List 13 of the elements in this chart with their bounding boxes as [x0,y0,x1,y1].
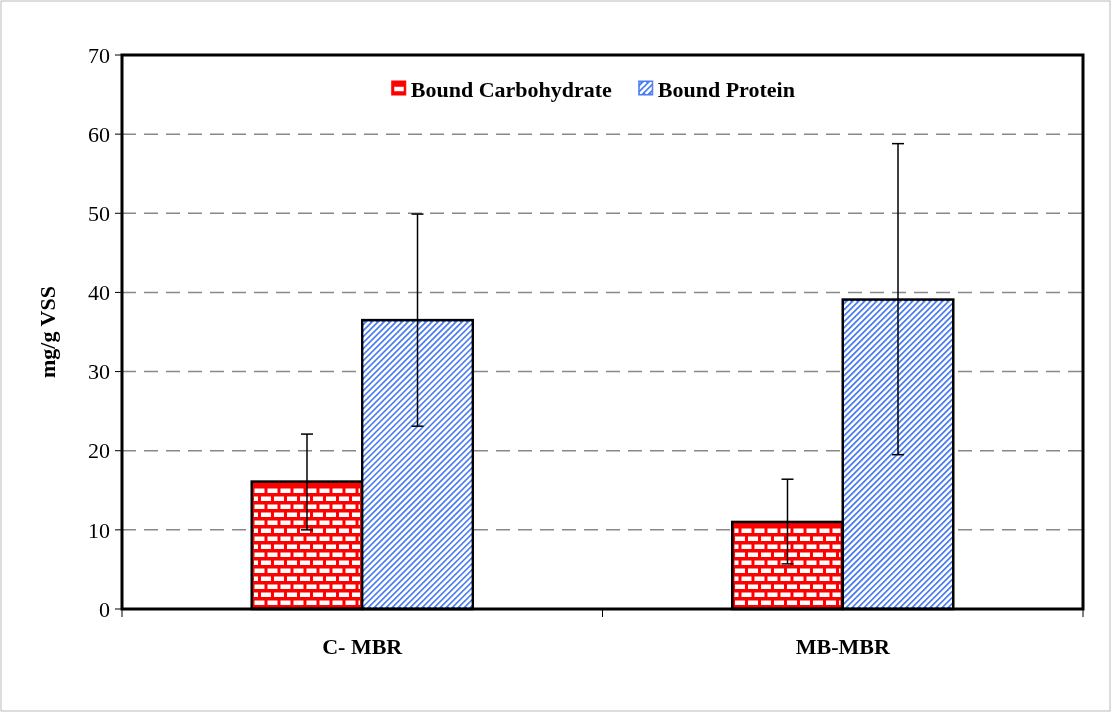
legend-label: Bound Protein [657,76,795,102]
y-tick-label: 30 [88,359,110,385]
y-tick-label: 10 [88,517,110,543]
y-axis-title: mg/g VSS [35,286,60,378]
y-tick-label: 70 [88,42,110,68]
x-tick-label: C- MBR [322,634,404,659]
y-tick-label: 50 [88,200,110,226]
y-tick-label: 20 [88,438,110,464]
y-tick-label: 40 [88,280,110,306]
x-tick-label: MB-MBR [795,634,891,659]
y-tick-label: 60 [88,121,110,147]
legend-label: Bound Carbohydrate [410,76,613,102]
y-tick-label: 0 [99,596,110,622]
